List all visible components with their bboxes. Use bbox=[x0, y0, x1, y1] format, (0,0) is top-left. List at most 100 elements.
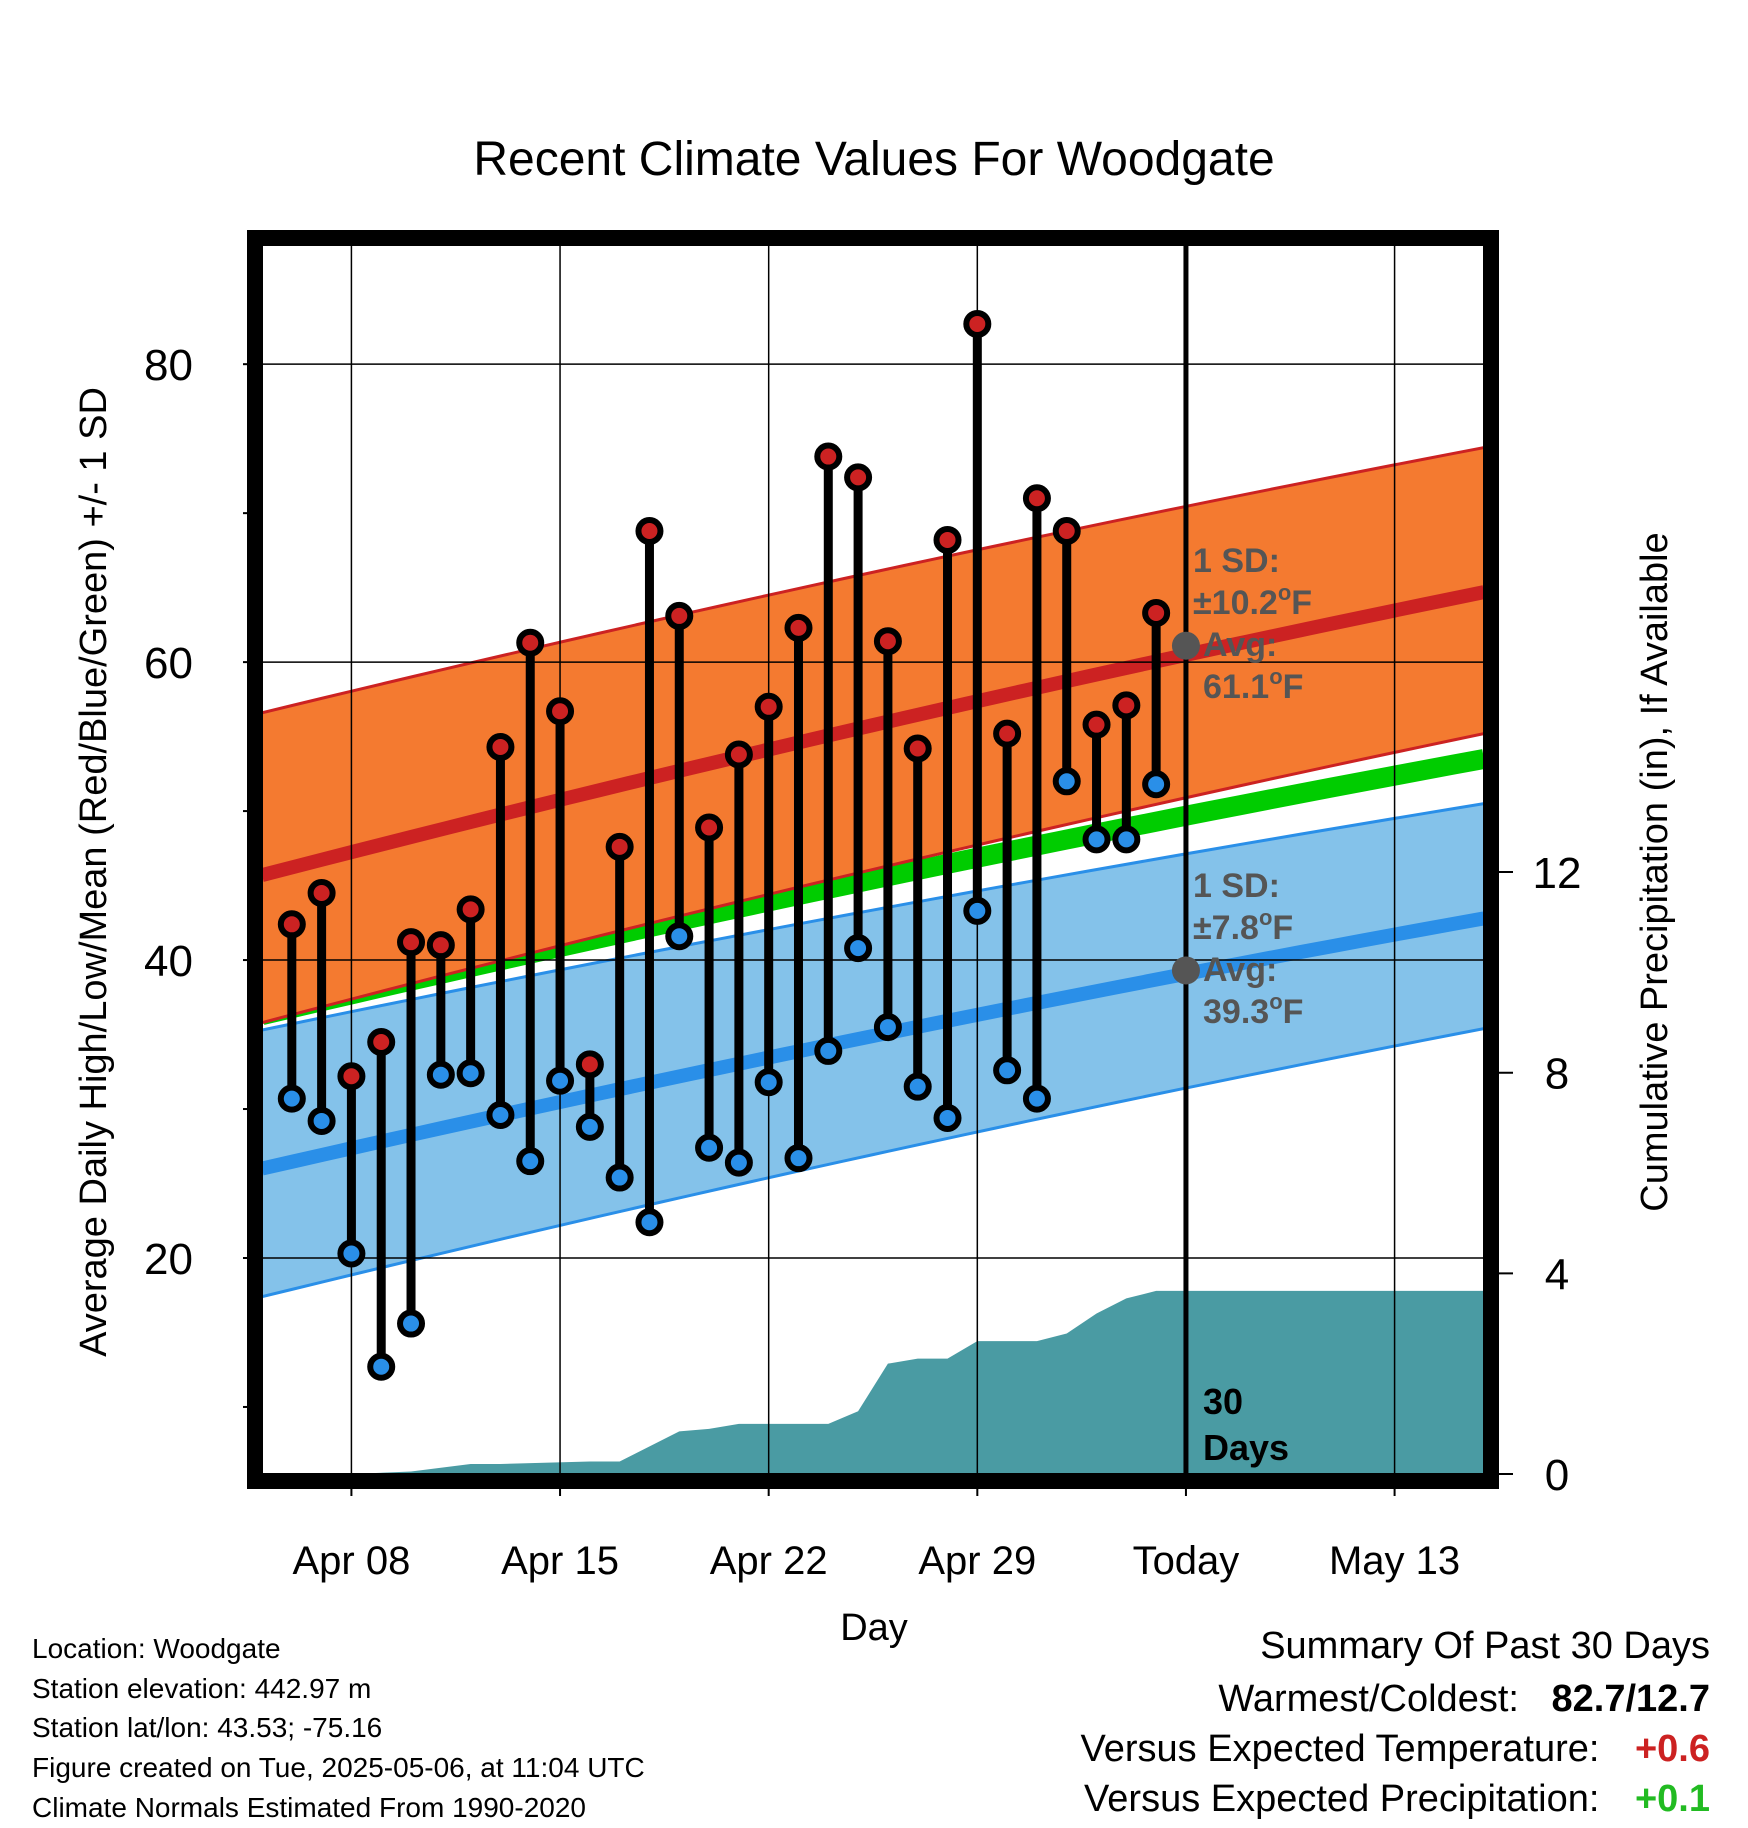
daily-points bbox=[277, 309, 1171, 1381]
high-point bbox=[486, 733, 515, 762]
high-point bbox=[397, 928, 426, 957]
low-point bbox=[516, 1147, 545, 1176]
low-point bbox=[1022, 1084, 1051, 1113]
temp-label: Versus Expected Temperature: bbox=[1080, 1728, 1600, 1770]
high-point bbox=[903, 734, 932, 763]
high-avg-marker bbox=[1171, 631, 1200, 660]
y-tick-label: 40 bbox=[144, 937, 193, 986]
high-point bbox=[993, 719, 1022, 748]
precip-area bbox=[262, 1290, 1484, 1474]
low-point bbox=[814, 1036, 843, 1065]
high-point bbox=[963, 309, 992, 338]
low-band-lower-edge bbox=[262, 1027, 1484, 1299]
high-normal-line bbox=[262, 585, 1484, 882]
low-point bbox=[903, 1072, 932, 1101]
low-annotation-line: ±7.8oF bbox=[1193, 905, 1293, 947]
high-point bbox=[873, 627, 902, 656]
low-point bbox=[963, 896, 992, 925]
daily-stems bbox=[287, 323, 1161, 1367]
location-text: Location: Woodgate bbox=[32, 1633, 281, 1664]
high-point bbox=[1112, 691, 1141, 720]
summary-warm-cold: Warmest/Coldest: 82.7/12.7 bbox=[1218, 1680, 1710, 1718]
low-point bbox=[397, 1309, 426, 1338]
x-axis-label: Day bbox=[840, 1607, 908, 1649]
high-point bbox=[635, 517, 664, 546]
high-point bbox=[367, 1027, 396, 1056]
low-point bbox=[993, 1056, 1022, 1085]
summary-title: Summary Of Past 30 Days bbox=[1260, 1625, 1710, 1667]
high-point bbox=[516, 628, 545, 657]
low-point bbox=[426, 1060, 455, 1089]
low-point bbox=[307, 1106, 336, 1135]
precip-area-fill bbox=[262, 1290, 1484, 1474]
high-point bbox=[665, 601, 694, 630]
days-label-text: Days bbox=[1203, 1427, 1289, 1468]
days-label-number: 30 bbox=[1203, 1381, 1243, 1422]
low-point bbox=[724, 1148, 753, 1177]
low-point bbox=[1112, 825, 1141, 854]
low-point bbox=[1142, 770, 1171, 799]
low-point bbox=[367, 1352, 396, 1381]
high-point bbox=[784, 613, 813, 642]
x-tick-label: Apr 22 bbox=[710, 1539, 828, 1583]
precip-label: Versus Expected Precipitation: bbox=[1084, 1778, 1600, 1820]
low-point bbox=[635, 1208, 664, 1237]
created-text: Figure created on Tue, 2025-05-06, at 11… bbox=[32, 1752, 645, 1783]
low-point bbox=[873, 1013, 902, 1042]
low-point bbox=[933, 1103, 962, 1132]
summary-temp: Versus Expected Temperature: +0.6 bbox=[1081, 1730, 1710, 1768]
y-tick-label: 80 bbox=[144, 341, 193, 390]
low-normal-line bbox=[262, 911, 1484, 1176]
y2-tick-label: 0 bbox=[1545, 1451, 1569, 1500]
x-tick-label: Today bbox=[1133, 1539, 1240, 1583]
high-point bbox=[754, 692, 783, 721]
low-point bbox=[695, 1133, 724, 1162]
y-axis-label: Average Daily High/Low/Mean (Red/Blue/Gr… bbox=[73, 387, 115, 1357]
high-point bbox=[724, 740, 753, 769]
x-tick-label: Apr 15 bbox=[501, 1539, 619, 1583]
low-point bbox=[1052, 767, 1081, 796]
y2-tick-label: 12 bbox=[1533, 849, 1582, 898]
y-tick-label: 60 bbox=[144, 639, 193, 688]
high-point bbox=[456, 895, 485, 924]
elevation-text: Station elevation: 442.97 m bbox=[32, 1673, 372, 1704]
high-point bbox=[1022, 484, 1051, 513]
plot-frame bbox=[247, 230, 1499, 1489]
low-point bbox=[754, 1068, 783, 1097]
y-tick-label: 20 bbox=[144, 1235, 193, 1284]
high-band-upper-edge bbox=[262, 446, 1484, 715]
warm-cold-value: 82.7/12.7 bbox=[1551, 1678, 1710, 1720]
chart-title: Recent Climate Values For Woodgate bbox=[473, 133, 1274, 186]
high-annotation-line: Avg: bbox=[1203, 626, 1277, 664]
low-point bbox=[575, 1112, 604, 1141]
low-avg-marker bbox=[1171, 956, 1200, 985]
latlon-text: Station lat/lon: 43.53; -75.16 bbox=[32, 1712, 383, 1743]
summary-precip: Versus Expected Precipitation: +0.1 bbox=[1084, 1780, 1710, 1818]
high-point bbox=[605, 832, 634, 861]
low-point bbox=[844, 934, 873, 963]
high-point bbox=[1082, 710, 1111, 739]
high-point bbox=[933, 525, 962, 554]
x-tick-label: Apr 08 bbox=[292, 1539, 410, 1583]
low-point bbox=[486, 1100, 515, 1129]
y2-axis-label: Cumulative Precipitation (in), If Availa… bbox=[1634, 532, 1676, 1211]
high-point bbox=[1142, 598, 1171, 627]
low-point bbox=[665, 922, 694, 951]
precip-value: +0.1 bbox=[1634, 1778, 1710, 1820]
high-point bbox=[695, 813, 724, 842]
low-annotation-line: 39.3oF bbox=[1203, 989, 1303, 1031]
high-point bbox=[1052, 517, 1081, 546]
low-point bbox=[1082, 825, 1111, 854]
high-annotation-line: 1 SD: bbox=[1193, 542, 1280, 580]
high-sd-band bbox=[262, 447, 1484, 1023]
high-point bbox=[844, 463, 873, 492]
high-point bbox=[307, 879, 336, 908]
warm-cold-label: Warmest/Coldest: bbox=[1218, 1678, 1519, 1720]
normal-bands bbox=[262, 446, 1484, 1299]
x-tick-label: May 13 bbox=[1329, 1539, 1460, 1583]
high-point bbox=[337, 1062, 366, 1091]
low-point bbox=[605, 1163, 634, 1192]
y2-tick-label: 4 bbox=[1545, 1250, 1569, 1299]
low-point bbox=[456, 1059, 485, 1088]
